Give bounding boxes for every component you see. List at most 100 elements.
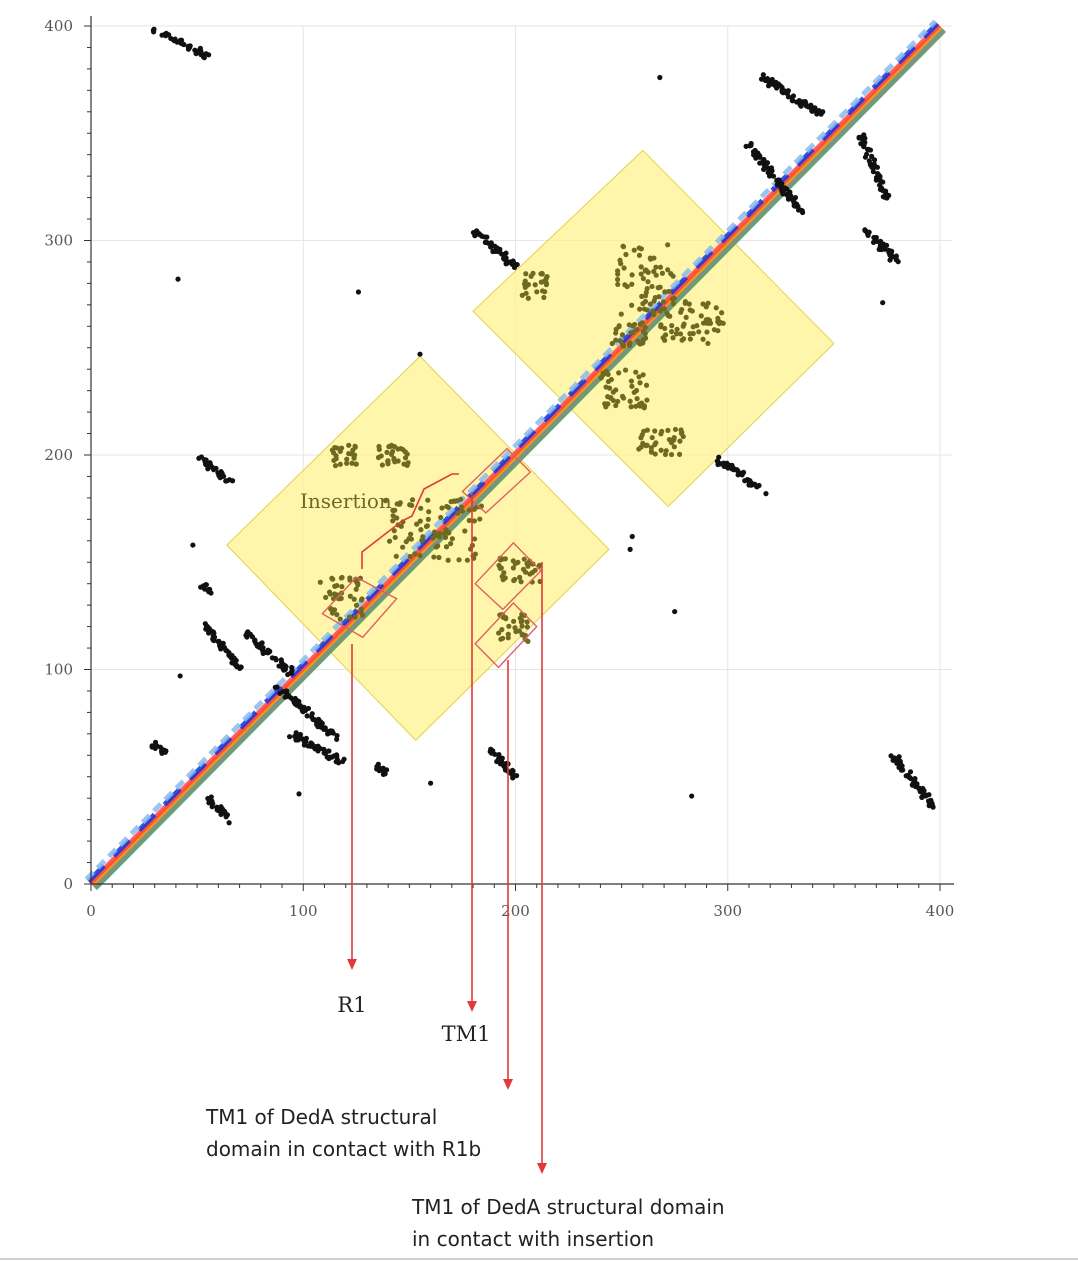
highlighted-point bbox=[653, 272, 659, 278]
contact-point bbox=[801, 100, 807, 106]
contact-point bbox=[220, 640, 226, 646]
highlighted-point bbox=[433, 544, 439, 550]
tm1-label: TM1 bbox=[442, 1022, 491, 1046]
highlighted-point bbox=[505, 635, 511, 641]
highlighted-point bbox=[644, 397, 650, 403]
contact-point bbox=[222, 810, 228, 816]
contact-point bbox=[170, 37, 177, 43]
contact-point bbox=[301, 738, 307, 744]
highlighted-point bbox=[329, 575, 335, 581]
contact-point bbox=[252, 637, 258, 643]
contact-point bbox=[657, 74, 663, 81]
contact-point bbox=[800, 209, 806, 216]
highlighted-point bbox=[425, 497, 431, 503]
contact-point bbox=[925, 798, 932, 804]
contact-point bbox=[907, 769, 914, 775]
highlighted-point bbox=[641, 428, 647, 434]
region-box bbox=[461, 447, 532, 514]
highlighted-point bbox=[401, 461, 407, 467]
highlighted-point bbox=[436, 531, 442, 537]
contact-point bbox=[866, 158, 872, 164]
contact-point bbox=[181, 41, 187, 48]
highlighted-point bbox=[705, 340, 711, 347]
contact-point bbox=[496, 752, 502, 758]
highlighted-point bbox=[629, 272, 635, 278]
highlighted-point bbox=[681, 336, 687, 342]
contact-point bbox=[210, 801, 216, 807]
highlighted-point bbox=[436, 554, 442, 561]
highlighted-point bbox=[613, 337, 619, 343]
highlighted-point bbox=[670, 300, 676, 307]
contact-point bbox=[305, 743, 311, 749]
highlighted-point bbox=[638, 271, 644, 277]
contact-point bbox=[285, 693, 292, 700]
highlighted-point bbox=[634, 396, 640, 402]
highlighted-point bbox=[384, 449, 390, 455]
highlighted-point bbox=[670, 335, 676, 341]
highlighted-point bbox=[658, 431, 664, 437]
highlighted-point bbox=[606, 385, 613, 391]
y-tick-label: 400 bbox=[44, 17, 73, 35]
contact-point bbox=[382, 771, 388, 777]
highlighted-point bbox=[640, 372, 646, 378]
contact-point bbox=[790, 93, 797, 99]
tm1-r1b-label-line2: domain in contact with R1b bbox=[206, 1137, 481, 1161]
highlighted-point bbox=[640, 301, 646, 307]
highlighted-point bbox=[713, 305, 719, 311]
contact-point bbox=[866, 146, 872, 153]
highlighted-point bbox=[641, 306, 648, 312]
highlighted-point bbox=[395, 446, 401, 452]
arrow-head bbox=[347, 959, 357, 970]
highlighted-point bbox=[605, 401, 611, 407]
contact-point bbox=[272, 655, 278, 662]
contact-point bbox=[766, 173, 773, 179]
contact-point bbox=[792, 203, 798, 209]
highlighted-point bbox=[657, 264, 664, 270]
highlighted-point bbox=[662, 451, 669, 458]
highlighted-point bbox=[630, 323, 636, 329]
contact-point bbox=[689, 793, 695, 799]
contact-point bbox=[782, 185, 788, 191]
highlighted-point bbox=[349, 460, 355, 466]
contact-point bbox=[223, 647, 229, 653]
highlighted-point bbox=[711, 327, 718, 333]
highlighted-point bbox=[402, 455, 409, 461]
tm1-insertion-label-line1: TM1 of DedA structural domain bbox=[411, 1195, 725, 1219]
contact-point bbox=[296, 791, 302, 797]
contact-point bbox=[874, 238, 880, 244]
highlighted-point bbox=[636, 252, 643, 258]
contact-point bbox=[194, 48, 200, 55]
contact-point bbox=[746, 482, 752, 488]
contact-point bbox=[309, 714, 315, 720]
highlighted-point bbox=[379, 462, 385, 468]
contact-point bbox=[787, 189, 793, 195]
contact-point bbox=[510, 768, 516, 774]
highlighted-point bbox=[347, 593, 353, 599]
highlighted-point bbox=[673, 331, 680, 337]
highlighted-point bbox=[631, 247, 637, 253]
highlighted-point bbox=[439, 505, 445, 511]
highlighted-point bbox=[649, 434, 655, 441]
highlighted-point bbox=[472, 551, 479, 557]
highlighted-point bbox=[391, 455, 397, 462]
highlighted-point bbox=[624, 283, 630, 290]
contact-point bbox=[880, 241, 886, 247]
highlighted-point bbox=[346, 442, 352, 448]
highlighted-point bbox=[658, 324, 664, 330]
highlighted-point bbox=[634, 326, 640, 333]
highlighted-point bbox=[678, 427, 684, 433]
contact-point bbox=[159, 32, 165, 38]
contact-point bbox=[490, 248, 496, 255]
highlighted-point bbox=[707, 320, 713, 326]
highlighted-point bbox=[534, 289, 540, 295]
contact-point bbox=[880, 300, 886, 306]
contact-point bbox=[764, 76, 771, 82]
highlighted-point bbox=[633, 387, 640, 394]
highlighted-point bbox=[530, 561, 536, 567]
contact-point bbox=[861, 132, 867, 138]
contact-point bbox=[760, 72, 766, 78]
highlighted-point bbox=[353, 586, 359, 592]
highlighted-point bbox=[652, 428, 658, 434]
highlighted-point bbox=[648, 449, 655, 455]
highlighted-point bbox=[620, 343, 627, 349]
